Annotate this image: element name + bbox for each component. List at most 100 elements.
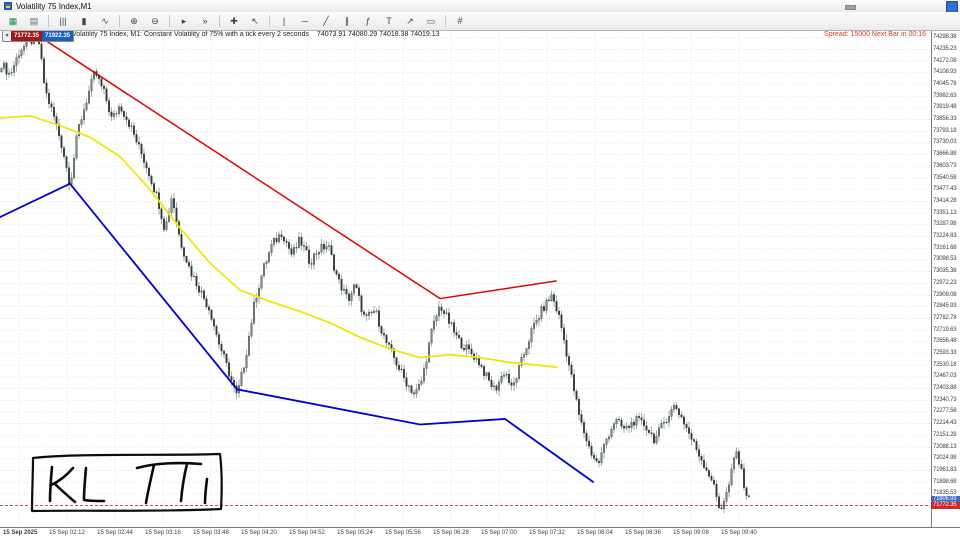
- toolbar-separator: [48, 15, 49, 27]
- zoom-out-button[interactable]: ⊖: [151, 15, 159, 26]
- bid-price-badge: 71806.93: [931, 495, 960, 503]
- price-axis-label: 72656.48: [933, 338, 957, 345]
- tile-windows-button[interactable]: ▤: [29, 15, 39, 26]
- time-axis-label: 15 Sep 02:44: [97, 530, 133, 536]
- last-price-badge: 71772.35: [931, 502, 960, 510]
- price-axis-label: 73414.28: [933, 197, 957, 204]
- price-axis-label: 72782.78: [933, 314, 957, 321]
- price-axis-label: 74298.38: [933, 34, 957, 41]
- price-axis-label: 73287.98: [933, 221, 957, 228]
- chart-shift-button[interactable]: »: [202, 15, 208, 26]
- chart-info-line: Volatility 75 Index, M1: Constant Volati…: [72, 31, 440, 38]
- hand-drawn-annotation[interactable]: [30, 452, 223, 513]
- zoom-in-button[interactable]: ⊕: [130, 15, 138, 26]
- chevron-down-icon[interactable]: ▾: [3, 31, 11, 41]
- price-axis-label: 72845.93: [933, 303, 957, 310]
- annotation-rectangle[interactable]: [30, 452, 223, 513]
- price-axis-label: 73919.48: [933, 104, 957, 111]
- chart-grid: [0, 30, 930, 526]
- window-title: Volatility 75 Index,M1: [16, 1, 92, 11]
- price-axis-label: 72467.03: [933, 373, 957, 380]
- arrows-button[interactable]: ↗: [406, 15, 414, 26]
- price-axis-label: 74172.08: [933, 57, 957, 64]
- time-axis-label: 15 Sep 07:00: [481, 530, 517, 536]
- text-label-button[interactable]: T: [386, 15, 392, 26]
- line-chart-button[interactable]: ∿: [101, 15, 109, 26]
- price-axis-label: 71961.83: [933, 466, 957, 473]
- bars-chart-button[interactable]: |||: [59, 15, 67, 26]
- price-axis-label: 72340.73: [933, 396, 957, 403]
- equidistant-channel-button[interactable]: ∥: [344, 15, 350, 26]
- time-axis-label: 15 Sep 04:52: [289, 530, 325, 536]
- price-axis-label: 73477.43: [933, 186, 957, 193]
- red-trendline[interactable]: [37, 34, 557, 300]
- price-axis-label: 73035.38: [933, 268, 957, 275]
- annotation-letter-K: [48, 465, 77, 504]
- new-chart-button[interactable]: ▦: [8, 15, 18, 26]
- price-axis-label: 73730.03: [933, 139, 957, 146]
- one-click-trading[interactable]: ▾ 71772.35 71922.35: [2, 30, 75, 42]
- candlestick-chart-button[interactable]: ▮: [81, 15, 87, 26]
- yellow-ma[interactable]: [0, 115, 558, 369]
- blue-trendline[interactable]: [0, 182, 594, 483]
- crosshair-button[interactable]: ✚: [230, 15, 238, 26]
- price-axis[interactable]: [931, 30, 960, 527]
- horizontal-line-button[interactable]: ─: [301, 15, 309, 26]
- toolbar-separator: [119, 15, 120, 27]
- annotation-glyphs: [135, 461, 209, 505]
- spread-countdown: Spread: 15000 Next Bar in 00:16: [824, 31, 926, 38]
- time-axis[interactable]: [0, 527, 960, 541]
- candlesticks: [0, 31, 750, 514]
- price-axis-label: 73224.83: [933, 233, 957, 240]
- price-axis-label: 71835.53: [933, 490, 957, 497]
- buy-button[interactable]: 71922.35: [42, 31, 74, 41]
- price-axis-label: 72972.23: [933, 279, 957, 286]
- time-axis-label: 15 Sep 05:56: [385, 530, 421, 536]
- vertical-line-button[interactable]: |: [282, 15, 286, 26]
- price-axis-label: 72277.58: [933, 408, 957, 415]
- price-axis-label: 74235.23: [933, 45, 957, 52]
- trendline-button[interactable]: ╱: [323, 15, 329, 26]
- trendlines-and-ma[interactable]: [0, 34, 594, 483]
- shapes-button[interactable]: ▭: [426, 15, 436, 26]
- price-axis-label: 72088.13: [933, 443, 957, 450]
- toolbar: ▦ ▤ ||| ▮ ∿ ⊕ ⊖ ▸ » ✚ ↖ | ─ ╱ ∥ ƒ T ↗ ▭ #: [0, 12, 960, 31]
- auto-scroll-button[interactable]: ▸: [181, 15, 187, 26]
- price-axis-label: 72530.18: [933, 361, 957, 368]
- price-axis-label: 72909.08: [933, 291, 957, 298]
- time-axis-label: 15 Sep 03:48: [193, 530, 229, 536]
- price-axis-label: 72024.98: [933, 455, 957, 462]
- fibonacci-button[interactable]: ƒ: [365, 15, 371, 26]
- time-axis-label: 15 Sep 09:08: [673, 530, 709, 536]
- time-axis-label: 15 Sep 2025: [3, 530, 38, 536]
- price-axis-label: 73603.73: [933, 162, 957, 169]
- time-axis-label: 15 Sep 04:20: [241, 530, 277, 536]
- price-axis-label: 72403.88: [933, 385, 957, 392]
- toolbar-separator: [169, 15, 170, 27]
- sell-button[interactable]: 71772.35: [11, 31, 43, 41]
- price-axis-label: 72719.63: [933, 326, 957, 333]
- time-axis-label: 15 Sep 06:28: [433, 530, 469, 536]
- price-axis-label: 73098.53: [933, 256, 957, 263]
- price-axis-label: 74108.93: [933, 69, 957, 76]
- toolbar-separator: [219, 15, 220, 27]
- cursor-button[interactable]: ↖: [251, 15, 259, 26]
- toolbar-separator: [445, 15, 446, 27]
- price-axis-label: 73351.13: [933, 209, 957, 216]
- time-axis-label: 15 Sep 07:32: [529, 530, 565, 536]
- minimize-icon[interactable]: [845, 5, 856, 10]
- indicators-button[interactable]: #: [457, 15, 463, 26]
- price-axis-label: 72593.33: [933, 350, 957, 356]
- time-axis-label: 15 Sep 05:24: [337, 530, 373, 536]
- price-axis-label: 73540.58: [933, 174, 957, 181]
- toolbar-separator: [269, 15, 270, 27]
- price-axis-label: 74045.78: [933, 80, 957, 87]
- time-axis-label: 15 Sep 08:04: [577, 530, 613, 536]
- price-axis-label: 73856.33: [933, 116, 957, 123]
- time-axis-label: 15 Sep 02:12: [49, 530, 85, 536]
- price-axis-label: 73161.68: [933, 244, 957, 251]
- price-axis-label: 72151.28: [933, 431, 957, 438]
- ohlc-values: 74073.91 74080.29 74018.38 74019.13: [316, 31, 440, 38]
